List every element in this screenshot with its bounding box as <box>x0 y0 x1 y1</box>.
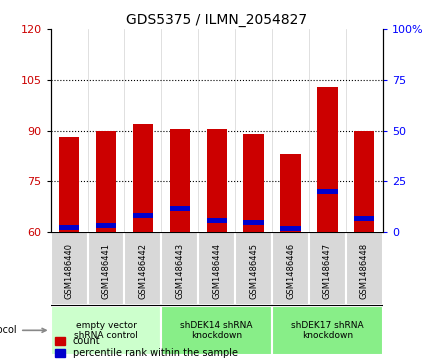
Bar <box>354 216 374 221</box>
Bar <box>346 232 383 305</box>
Bar <box>280 227 301 232</box>
Bar <box>133 124 153 232</box>
Text: shDEK17 shRNA
knockdown: shDEK17 shRNA knockdown <box>291 321 364 340</box>
Bar <box>272 232 309 305</box>
Bar <box>96 223 116 228</box>
Bar <box>198 232 235 305</box>
Text: empty vector
shRNA control: empty vector shRNA control <box>74 321 138 340</box>
Text: GSM1486447: GSM1486447 <box>323 243 332 299</box>
Text: GSM1486443: GSM1486443 <box>175 243 184 299</box>
Text: GSM1486448: GSM1486448 <box>360 243 369 299</box>
Text: GSM1486441: GSM1486441 <box>102 243 110 299</box>
Bar <box>96 131 116 232</box>
Text: protocol: protocol <box>0 325 46 335</box>
Bar <box>125 232 161 305</box>
Bar <box>272 306 383 355</box>
Bar <box>161 306 272 355</box>
Bar <box>317 87 337 232</box>
Text: GSM1486446: GSM1486446 <box>286 243 295 299</box>
Text: GSM1486442: GSM1486442 <box>138 243 147 299</box>
Bar <box>243 134 264 232</box>
Bar <box>206 129 227 232</box>
Bar <box>133 213 153 218</box>
Bar <box>51 232 88 305</box>
Bar <box>243 220 264 225</box>
Text: GSM1486440: GSM1486440 <box>65 243 73 299</box>
Text: shDEK14 shRNA
knockdown: shDEK14 shRNA knockdown <box>180 321 253 340</box>
Bar <box>170 129 190 232</box>
Bar <box>59 225 79 230</box>
Bar <box>317 189 337 194</box>
Bar <box>235 232 272 305</box>
Text: GSM1486445: GSM1486445 <box>249 243 258 299</box>
Bar <box>309 232 346 305</box>
Title: GDS5375 / ILMN_2054827: GDS5375 / ILMN_2054827 <box>126 13 307 26</box>
Bar <box>59 138 79 232</box>
Bar <box>88 232 125 305</box>
Bar <box>354 131 374 232</box>
Bar <box>161 232 198 305</box>
Legend: count, percentile rank within the sample: count, percentile rank within the sample <box>55 336 238 358</box>
Text: GSM1486444: GSM1486444 <box>212 243 221 299</box>
Bar <box>206 218 227 223</box>
Bar <box>170 206 190 211</box>
Bar <box>51 306 161 355</box>
Bar <box>280 154 301 232</box>
